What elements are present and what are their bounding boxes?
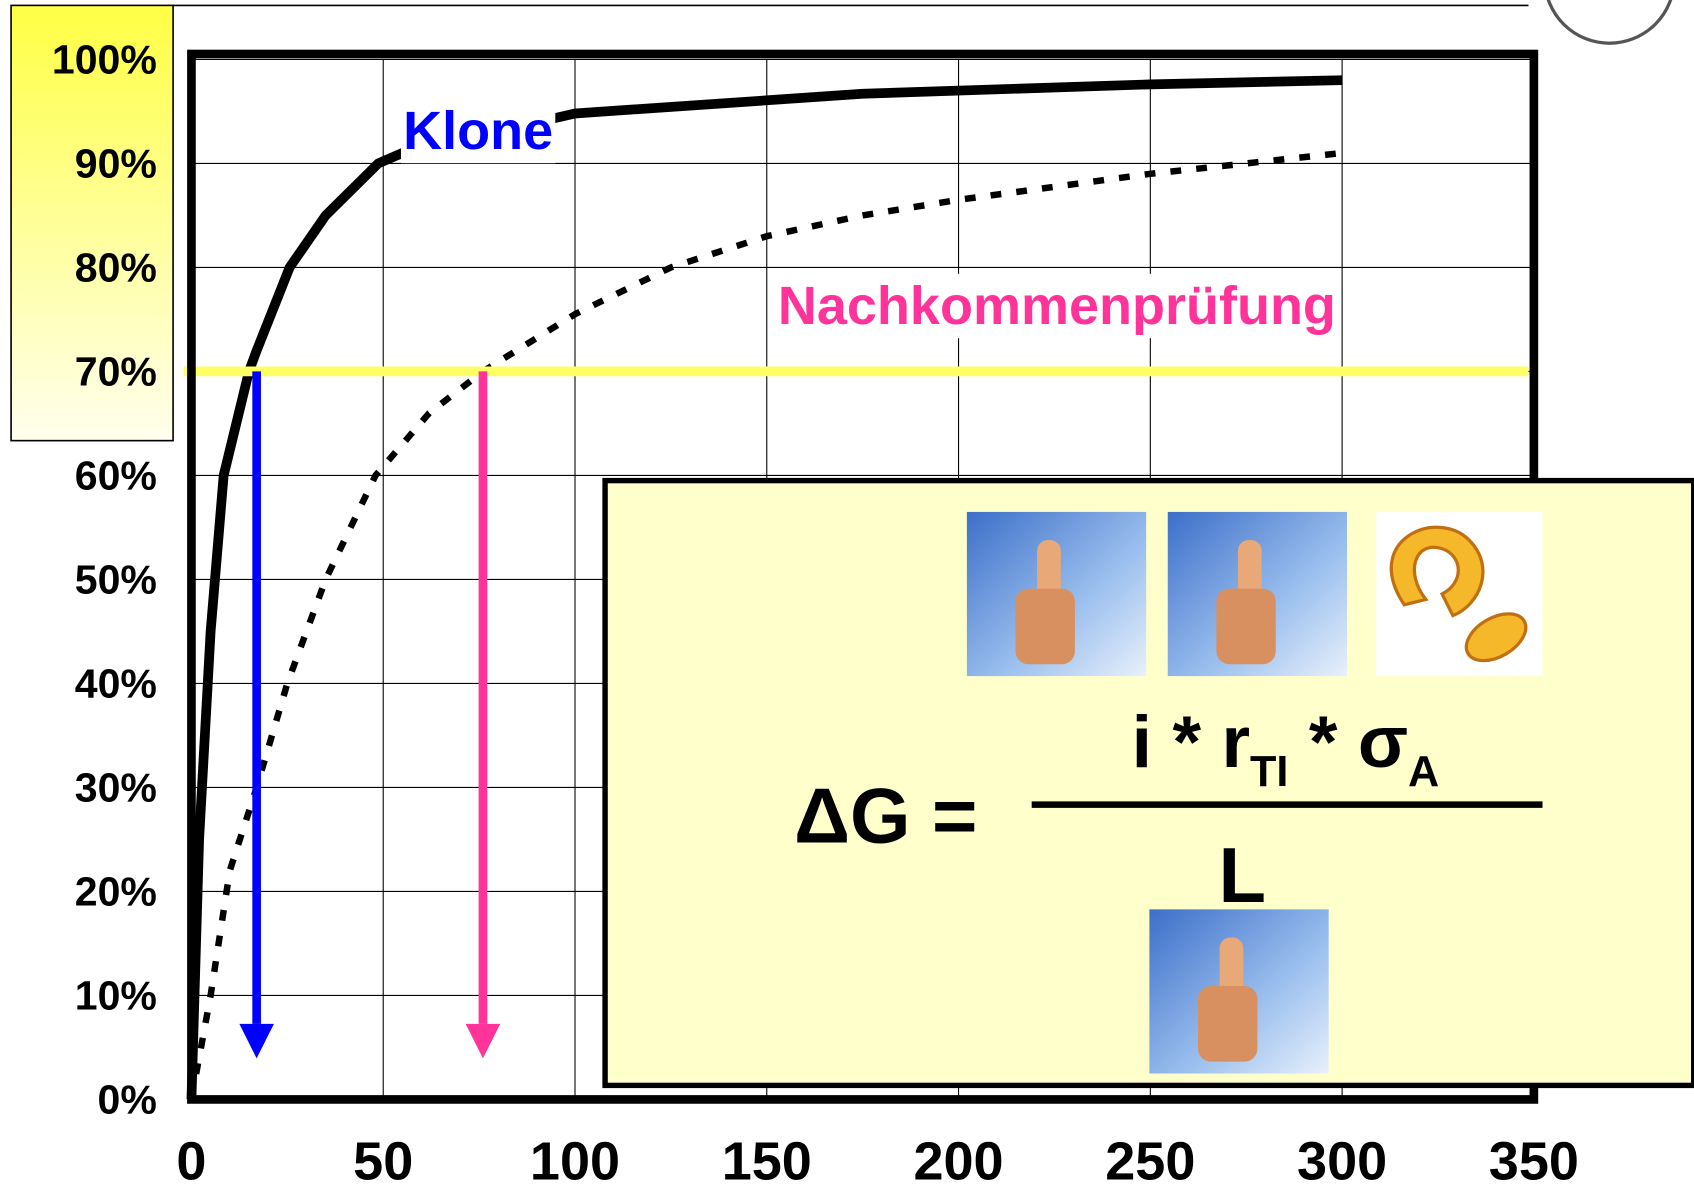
- y-tick-label: 80%: [75, 244, 157, 290]
- arrow-head: [466, 1024, 501, 1059]
- y-tick-label: 70%: [75, 348, 157, 394]
- formula-box: ΔG = i * rTI * σA L: [605, 481, 1694, 1086]
- numerator-sub: TI: [1250, 748, 1288, 796]
- y-tick-label: 0%: [98, 1076, 157, 1122]
- arrow-head: [239, 1024, 274, 1059]
- y-tick-label: 40%: [75, 660, 157, 706]
- numerator-sub: A: [1408, 748, 1439, 796]
- x-tick-label: 200: [913, 1131, 1003, 1188]
- x-tick-label: 0: [176, 1131, 206, 1188]
- thumb-image: [967, 512, 1146, 676]
- page: 0% 10% 20% 30% 40% 50% 60% 70% 80% 90% 100% 0 50 100 1…: [0, 0, 1694, 1193]
- chart: 0% 10% 20% 30% 40% 50% 60% 70% 80% 90% 100% 0 50 100 1…: [0, 0, 1694, 1188]
- y-tick-label: 30%: [75, 764, 157, 810]
- x-tick-label: 300: [1297, 1131, 1387, 1188]
- x-tick-label: 150: [722, 1131, 812, 1188]
- y-tick-label: 10%: [75, 972, 157, 1018]
- logo: [1545, 0, 1675, 43]
- thumb-image: [1168, 512, 1347, 676]
- formula-denominator: L: [1219, 833, 1267, 919]
- thumb-image: [1149, 909, 1328, 1073]
- x-tick-label: 250: [1105, 1131, 1195, 1188]
- numerator-part: i * r: [1132, 701, 1250, 783]
- series-label: Nachkommenprüfung: [778, 276, 1336, 336]
- x-tick-label: 350: [1489, 1131, 1579, 1188]
- y-tick-label: 100%: [52, 36, 157, 82]
- formula-lhs: ΔG =: [794, 773, 977, 859]
- y-tick-label: 90%: [75, 140, 157, 186]
- y-tick-label: 60%: [75, 452, 157, 498]
- x-tick-label: 50: [353, 1131, 413, 1188]
- x-tick-label: 100: [530, 1131, 620, 1188]
- horseshoe-image: [1376, 512, 1542, 676]
- y-tick-label: 50%: [75, 556, 157, 602]
- y-tick-label: 20%: [75, 868, 157, 914]
- series-label: Klone: [403, 101, 553, 161]
- numerator-part: * σ: [1288, 701, 1408, 783]
